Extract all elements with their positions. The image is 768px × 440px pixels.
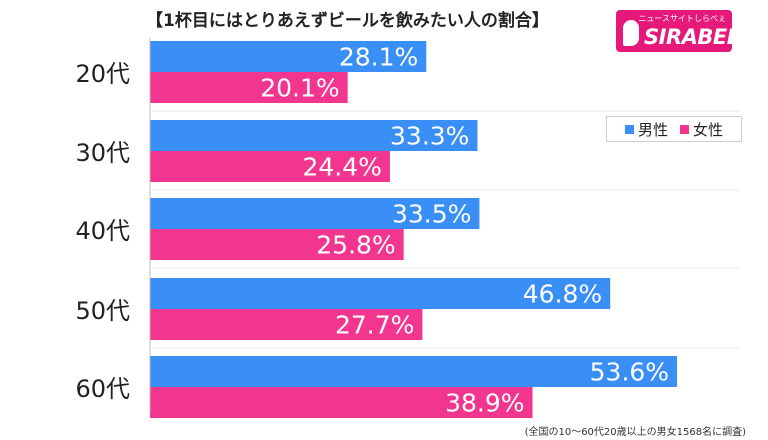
- legend-label-female: 女性: [693, 120, 724, 139]
- bar-female: [150, 72, 348, 103]
- logo-text: SIRABEE: [644, 25, 741, 49]
- legend-swatch-male: [624, 124, 634, 134]
- bar-female: [150, 387, 533, 418]
- data-label: 25.8%: [316, 231, 395, 260]
- category-label: 40代: [75, 217, 130, 245]
- source-note: (全国の10〜60代20歳以上の男女1568名に調査): [524, 427, 746, 438]
- data-label: 46.8%: [523, 280, 602, 309]
- bar-male: [150, 356, 678, 387]
- data-label: 28.1%: [339, 43, 418, 72]
- category-label: 30代: [75, 139, 130, 167]
- category-label: 60代: [75, 375, 130, 403]
- logo-subtitle: ニュースサイトしらべぇ: [638, 14, 726, 23]
- chart-legend: 男性 女性: [606, 116, 742, 142]
- bar-female: [150, 309, 423, 340]
- data-label: 27.7%: [335, 311, 414, 340]
- chart-title: 【1杯目にはとりあえずビールを飲みたい人の割合】: [146, 11, 549, 31]
- legend-entry-female: 女性: [680, 119, 723, 140]
- bar-male: [150, 120, 478, 151]
- data-label: 20.1%: [260, 74, 339, 103]
- bar-male: [150, 41, 427, 72]
- legend-swatch-female: [680, 124, 689, 134]
- bar-female: [150, 229, 404, 260]
- data-label: 33.3%: [390, 122, 469, 151]
- data-label: 33.5%: [392, 200, 471, 229]
- bar-male: [150, 278, 611, 309]
- category-label: 50代: [75, 297, 130, 325]
- legend-label-male: 男性: [637, 120, 668, 139]
- data-label: 38.9%: [445, 389, 524, 418]
- legend-entry-male: 男性: [624, 119, 668, 140]
- sirabee-logo: ニュースサイトしらべぇ SIRABEE: [616, 10, 741, 52]
- category-label: 20代: [75, 60, 130, 88]
- data-label: 24.4%: [303, 153, 382, 182]
- bar-female: [150, 151, 390, 182]
- logo-mark-icon: [623, 20, 639, 46]
- data-label: 53.6%: [590, 358, 669, 387]
- bar-male: [150, 198, 480, 229]
